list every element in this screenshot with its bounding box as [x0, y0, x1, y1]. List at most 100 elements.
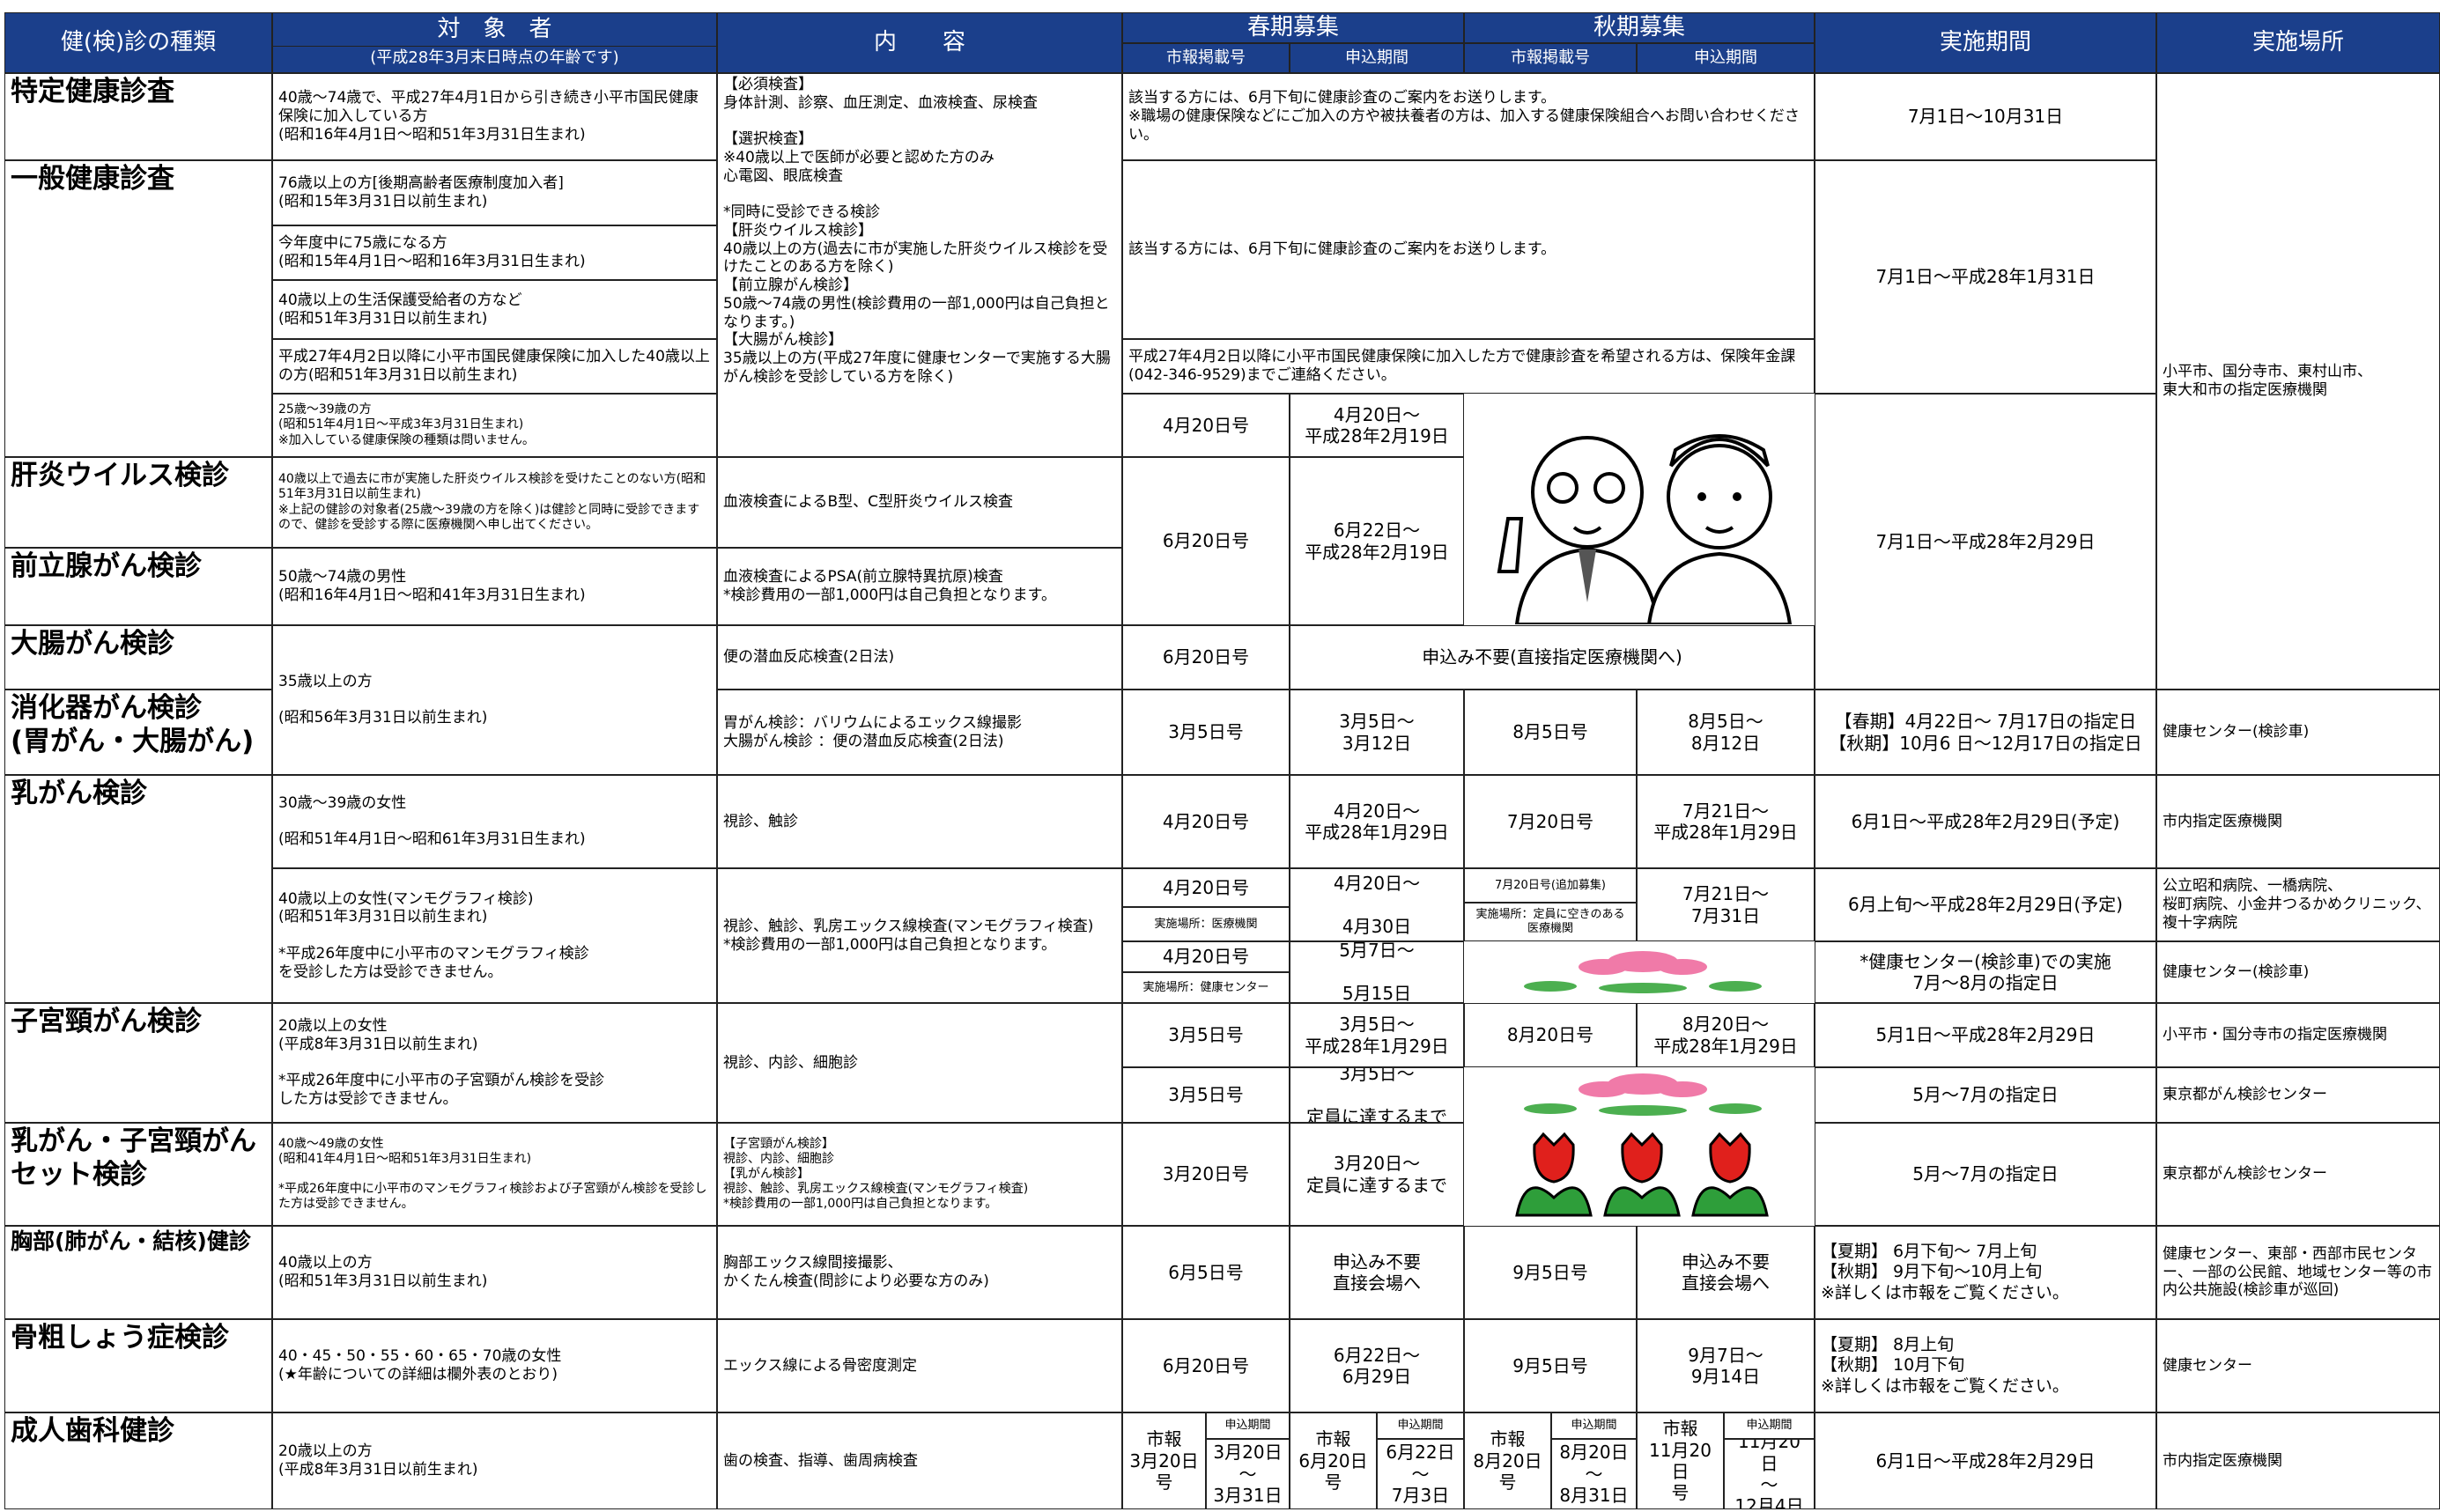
table-cell: 胸部エックス線間接撮影、 かくたん検査(問診により必要な方のみ)	[717, 1226, 1122, 1319]
header-cell: 春期募集	[1122, 12, 1464, 43]
table-cell: 6月22日～ 平成28年2月19日	[1290, 457, 1464, 625]
table-cell: 乳がん・子宮頸がん セット検診	[4, 1123, 272, 1226]
table-cell: 【夏期】 6月下旬～ 7月上旬 【秋期】 9月下旬～10月上旬 ※詳しくは市報を…	[1815, 1226, 2156, 1319]
table-cell: 胸部(肺がん・結核)健診	[4, 1226, 272, 1319]
table-cell: 3月5日～ 平成28年1月29日	[1290, 1003, 1464, 1067]
table-cell: 40歳～49歳の女性 (昭和41年4月1日～昭和51年3月31日生まれ) *平成…	[272, 1123, 717, 1226]
table-cell: 視診、触診	[717, 775, 1122, 868]
table-cell: 7月21日～ 平成28年1月29日	[1637, 775, 1815, 868]
table-cell: 4月20日号	[1122, 394, 1290, 457]
table-cell: 3月20日号	[1122, 1123, 1290, 1226]
table-cell: 9月5日号	[1464, 1226, 1637, 1319]
table-cell: 東京都がん検診センター	[2156, 1067, 2440, 1123]
header-cell: 市報掲載号	[1464, 43, 1637, 73]
table-cell: 3月5日号	[1122, 690, 1290, 775]
table-cell: 5月1日～平成28年2月29日	[1815, 1003, 2156, 1067]
table-cell: 8月20日号	[1464, 1003, 1637, 1067]
table-cell: 市内指定医療機関	[2156, 1412, 2440, 1509]
table-cell: 大腸がん検診	[4, 625, 272, 690]
table-cell: 11月20日 ～ 12月4日	[1724, 1439, 1815, 1509]
table-cell: 健康センター	[2156, 1319, 2440, 1412]
table-cell: *健康センター(検診車)での実施 7月～8月の指定日	[1815, 941, 2156, 1003]
table-cell: 平成27年4月2日以降に小平市国民健康保険に加入した方で健康診査を希望される方は…	[1122, 339, 1815, 394]
header-cell: 申込期間	[1637, 43, 1815, 73]
table-cell: 胃がん検診：バリウムによるエックス線撮影 大腸がん検診 ：便の潜血反応検査(2日…	[717, 690, 1122, 775]
table-cell: 【必須検査】 身体計測、診察、血圧測定、血液検査、尿検査 【選択検査】 ※40歳…	[717, 73, 1122, 457]
header-cell: 市報掲載号	[1122, 43, 1290, 73]
table-cell: 申込み不要 直接会場へ	[1290, 1226, 1464, 1319]
table-cell: 6月20日号	[1122, 457, 1290, 625]
table-cell: 40歳以上で過去に市が実施した肝炎ウイルス検診を受けたことのない方(昭和51年3…	[272, 457, 717, 548]
table-cell: 9月7日～ 9月14日	[1637, 1319, 1815, 1412]
table-cell: 4月20日号	[1122, 775, 1290, 868]
table-cell: 6月22日 ～ 7月3日	[1377, 1439, 1464, 1509]
table-cell: 健康センター、東部・西部市民センター、一部の公民館、地域センター等の市内公共施設…	[2156, 1226, 2440, 1319]
table-cell: 実施場所：健康センター	[1122, 972, 1290, 1003]
flower-illustration	[1524, 951, 1762, 993]
table-cell: 9月5日号	[1464, 1319, 1637, 1412]
table-cell: 5月7日～ 5月15日	[1290, 941, 1464, 1003]
header-cell: 健(検)診の種類	[4, 12, 272, 73]
table-cell: 6月上旬～平成28年2月29日(予定)	[1815, 868, 2156, 941]
table-cell: 25歳～39歳の方 (昭和51年4月1日～平成3年3月31日生まれ) ※加入して…	[272, 394, 717, 457]
table-cell: 7月1日～平成28年2月29日	[1815, 394, 2156, 690]
table-cell: 20歳以上の女性 (平成8年3月31日以前生まれ) *平成26年度中に小平市の子…	[272, 1003, 717, 1123]
table-cell: 4月20日号	[1122, 868, 1290, 907]
table-cell: 特定健康診査	[4, 73, 272, 160]
table-cell: 血液検査によるB型、C型肝炎ウイルス検査	[717, 457, 1122, 548]
header-cell: 秋期募集	[1464, 12, 1815, 43]
table-cell: 消化器がん検診 (胃がん・大腸がん)	[4, 690, 272, 775]
table-cell: 前立腺がん検診	[4, 548, 272, 625]
table-cell: 平成27年4月2日以降に小平市国民健康保険に加入した40歳以上の方(昭和51年3…	[272, 339, 717, 394]
table-cell: 76歳以上の方[後期高齢者医療制度加入者] (昭和15年3月31日以前生まれ)	[272, 160, 717, 225]
table-cell: 視診、触診、乳房エックス線検査(マンモグラフィ検査) *検診費用の一部1,000…	[717, 868, 1122, 1003]
table-cell: 市報 6月20日 号	[1290, 1412, 1377, 1509]
table-cell: 7月20日号(追加募集)	[1464, 868, 1637, 903]
header-cell: 内 容	[717, 12, 1122, 73]
header-cell: 申込期間	[1290, 43, 1464, 73]
table-cell: 肝炎ウイルス検診	[4, 457, 272, 548]
table-cell: エックス線による骨密度測定	[717, 1319, 1122, 1412]
table-cell: 申込み不要 直接会場へ	[1637, 1226, 1815, 1319]
table-cell: 4月20日号	[1122, 941, 1290, 972]
table-cell: 50歳～74歳の男性 (昭和16年4月1日～昭和41年3月31日生まれ)	[272, 548, 717, 625]
table-cell: 公立昭和病院、一橋病院、 桜町病院、小金井つるかめクリニック、 複十字病院	[2156, 868, 2440, 941]
table-cell: 7月1日～10月31日	[1815, 73, 2156, 160]
table-cell: 該当する方には、6月下旬に健康診査のご案内をお送りします。	[1122, 160, 1815, 339]
table-cell: 8月20日～ 平成28年1月29日	[1637, 1003, 1815, 1067]
header-cell: (平成28年3月末日時点の年齢です)	[272, 43, 717, 73]
table-cell: 5月～7月の指定日	[1815, 1067, 2156, 1123]
table-cell: 【子宮頸がん検診】 視診、内診、細胞診 【乳がん検診】 視診、触診、乳房エックス…	[717, 1123, 1122, 1226]
table-cell: 30歳～39歳の女性 (昭和51年4月1日～昭和61年3月31日生まれ)	[272, 775, 717, 868]
table-cell: 市報 8月20日 号	[1464, 1412, 1551, 1509]
table-cell: 40・45・50・55・60・65・70歳の女性 (★年齢についての詳細は欄外表…	[272, 1319, 717, 1412]
table-cell: 成人歯科健診	[4, 1412, 272, 1509]
table-cell: 骨粗しょう症検診	[4, 1319, 272, 1412]
table-cell: 8月20日 ～ 8月31日	[1551, 1439, 1637, 1509]
table-cell: 市内指定医療機関	[2156, 775, 2440, 868]
table-cell: 該当する方には、6月下旬に健康診査のご案内をお送りします。 ※職場の健康保険など…	[1122, 73, 1815, 160]
header-cell: 対 象 者	[272, 12, 717, 47]
table-cell: 3月5日号	[1122, 1067, 1290, 1123]
table-cell: 6月1日～平成28年2月29日	[1815, 1412, 2156, 1509]
table-cell: 4月20日～ 平成28年1月29日	[1290, 775, 1464, 868]
table-cell: 歯の検査、指導、歯周病検査	[717, 1412, 1122, 1509]
flower-illustration	[1524, 1073, 1762, 1116]
table-cell: 6月5日号	[1122, 1226, 1290, 1319]
table-cell: 市報 11月20日 号	[1637, 1412, 1724, 1509]
table-cell: 6月20日号	[1122, 625, 1290, 690]
table-cell: 8月5日号	[1464, 690, 1637, 775]
table-cell: 5月～7月の指定日	[1815, 1123, 2156, 1226]
table-cell: 申込期間	[1551, 1412, 1637, 1439]
table-cell: 【夏期】 8月上旬 【秋期】 10月下旬 ※詳しくは市報をご覧ください。	[1815, 1319, 2156, 1412]
table-cell: 6月22日～ 6月29日	[1290, 1319, 1464, 1412]
table-cell: 3月5日～ 定員に達するまで	[1290, 1067, 1464, 1123]
table-cell: 4月20日～ 平成28年2月19日	[1290, 394, 1464, 457]
table-cell: 3月5日号	[1122, 1003, 1290, 1067]
table-cell: 東京都がん検診センター	[2156, 1123, 2440, 1226]
table-cell: 小平市、国分寺市、東村山市、 東大和市の指定医療機関	[2156, 73, 2440, 690]
table-cell: 40歳以上の生活保護受給者の方など (昭和51年3月31日以前生まれ)	[272, 280, 717, 339]
table-cell: 3月20日 ～ 3月31日	[1206, 1439, 1290, 1509]
table-cell: 今年度中に75歳になる方 (昭和15年4月1日～昭和16年3月31日生まれ)	[272, 225, 717, 280]
